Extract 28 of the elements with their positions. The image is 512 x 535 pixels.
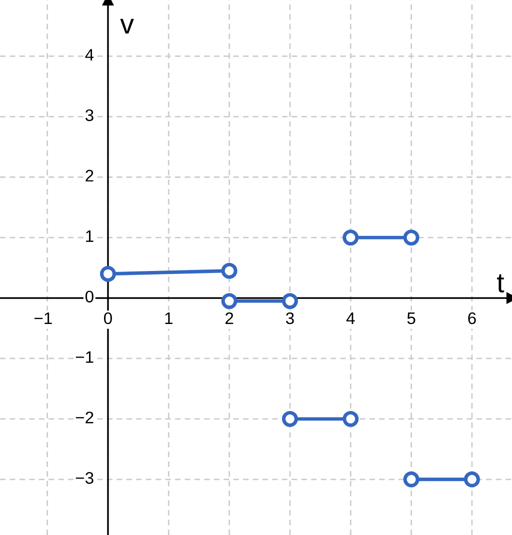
point <box>221 293 238 310</box>
x-tick-label: 1 <box>165 312 172 324</box>
y-tick-label: −1 <box>76 351 94 363</box>
point <box>403 471 420 488</box>
point <box>342 230 359 246</box>
point <box>342 410 359 427</box>
y-tick-label: 0 <box>85 290 94 302</box>
x-tick-label: 6 <box>468 312 476 324</box>
point <box>221 262 238 279</box>
y-tick-label: 1 <box>86 230 94 242</box>
point <box>282 293 298 310</box>
y-axis-title: v <box>120 18 134 34</box>
point <box>100 266 116 282</box>
point <box>464 471 480 488</box>
x-tick-label: 5 <box>407 312 416 324</box>
y-tick-label: −3 <box>76 472 94 484</box>
x-tick-label: 0 <box>104 312 112 324</box>
y-tick-label: 3 <box>85 109 94 122</box>
y-tick-label: 2 <box>86 170 94 182</box>
x-tick-label: 2 <box>226 312 234 324</box>
y-tick-label: 4 <box>85 49 94 61</box>
x-axis-title: t <box>497 274 504 292</box>
y-tick-label: −2 <box>76 412 94 424</box>
point <box>282 410 298 427</box>
x-tick-label: 3 <box>286 312 294 324</box>
x-tick-label: −1 <box>34 312 52 324</box>
x-tick-label: 4 <box>346 312 355 324</box>
point <box>403 230 420 246</box>
